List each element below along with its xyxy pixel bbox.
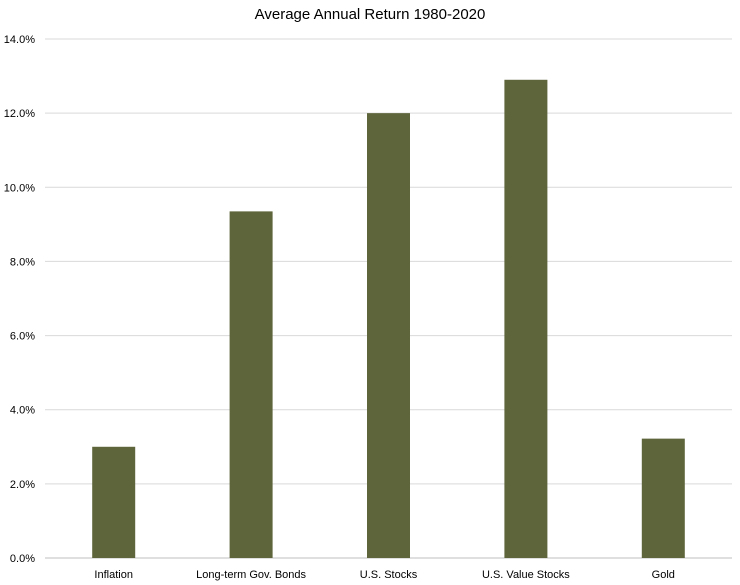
y-tick-label: 10.0% <box>4 182 35 194</box>
x-tick-label: Long-term Gov. Bonds <box>196 569 306 581</box>
bars <box>92 79 685 559</box>
y-tick-label: 14.0% <box>4 34 35 46</box>
y-axis-ticks: 0.0% 2.0% 4.0% 6.0% 8.0% 10.0% 12.0% 14.0% <box>4 34 35 565</box>
bar-long-term-gov-bonds <box>229 211 273 558</box>
x-axis-ticks: Inflation Long-term Gov. Bonds U.S. Stocks… <box>94 569 674 581</box>
y-tick-label: 0.0% <box>10 553 35 565</box>
y-tick-label: 4.0% <box>10 405 35 417</box>
x-tick-label: Gold <box>652 569 675 581</box>
y-tick-label: 2.0% <box>10 479 35 491</box>
bar-gold <box>641 438 685 558</box>
y-tick-label: 8.0% <box>10 256 35 268</box>
bar-u-s-stocks <box>367 113 410 559</box>
y-tick-label: 6.0% <box>10 331 35 343</box>
chart-title: Average Annual Return 1980-2020 <box>254 6 486 23</box>
bar-u-s-value-stocks <box>504 79 548 559</box>
y-tick-label: 12.0% <box>4 108 35 120</box>
x-tick-label: U.S. Stocks <box>360 569 418 581</box>
x-tick-label: Inflation <box>94 569 133 581</box>
x-tick-label: U.S. Value Stocks <box>482 569 570 581</box>
bar-inflation <box>92 446 136 558</box>
